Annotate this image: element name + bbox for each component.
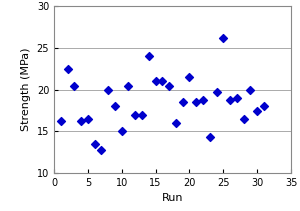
Point xyxy=(106,88,111,91)
Point xyxy=(255,109,260,112)
Point xyxy=(79,119,83,122)
Point xyxy=(228,98,232,101)
Point xyxy=(133,113,138,116)
Point xyxy=(112,105,117,108)
Point xyxy=(140,113,144,116)
Point xyxy=(92,142,97,146)
Point xyxy=(167,84,172,87)
Point xyxy=(58,120,63,123)
Point xyxy=(194,100,199,104)
Point xyxy=(221,36,226,40)
Point xyxy=(119,130,124,133)
Point xyxy=(234,96,239,100)
Point xyxy=(153,80,158,83)
Point xyxy=(207,135,212,139)
Point xyxy=(126,84,131,87)
Point xyxy=(146,55,151,58)
X-axis label: Run: Run xyxy=(162,193,183,203)
Y-axis label: Strength (MPa): Strength (MPa) xyxy=(21,48,31,131)
Point xyxy=(214,91,219,94)
Point xyxy=(99,148,104,151)
Point xyxy=(201,98,206,101)
Point xyxy=(65,67,70,70)
Point xyxy=(262,105,266,108)
Point xyxy=(85,117,90,120)
Point xyxy=(173,121,178,125)
Point xyxy=(187,76,192,79)
Point xyxy=(248,88,253,91)
Point xyxy=(72,84,77,87)
Point xyxy=(241,117,246,120)
Point xyxy=(160,80,165,83)
Point xyxy=(180,100,185,104)
